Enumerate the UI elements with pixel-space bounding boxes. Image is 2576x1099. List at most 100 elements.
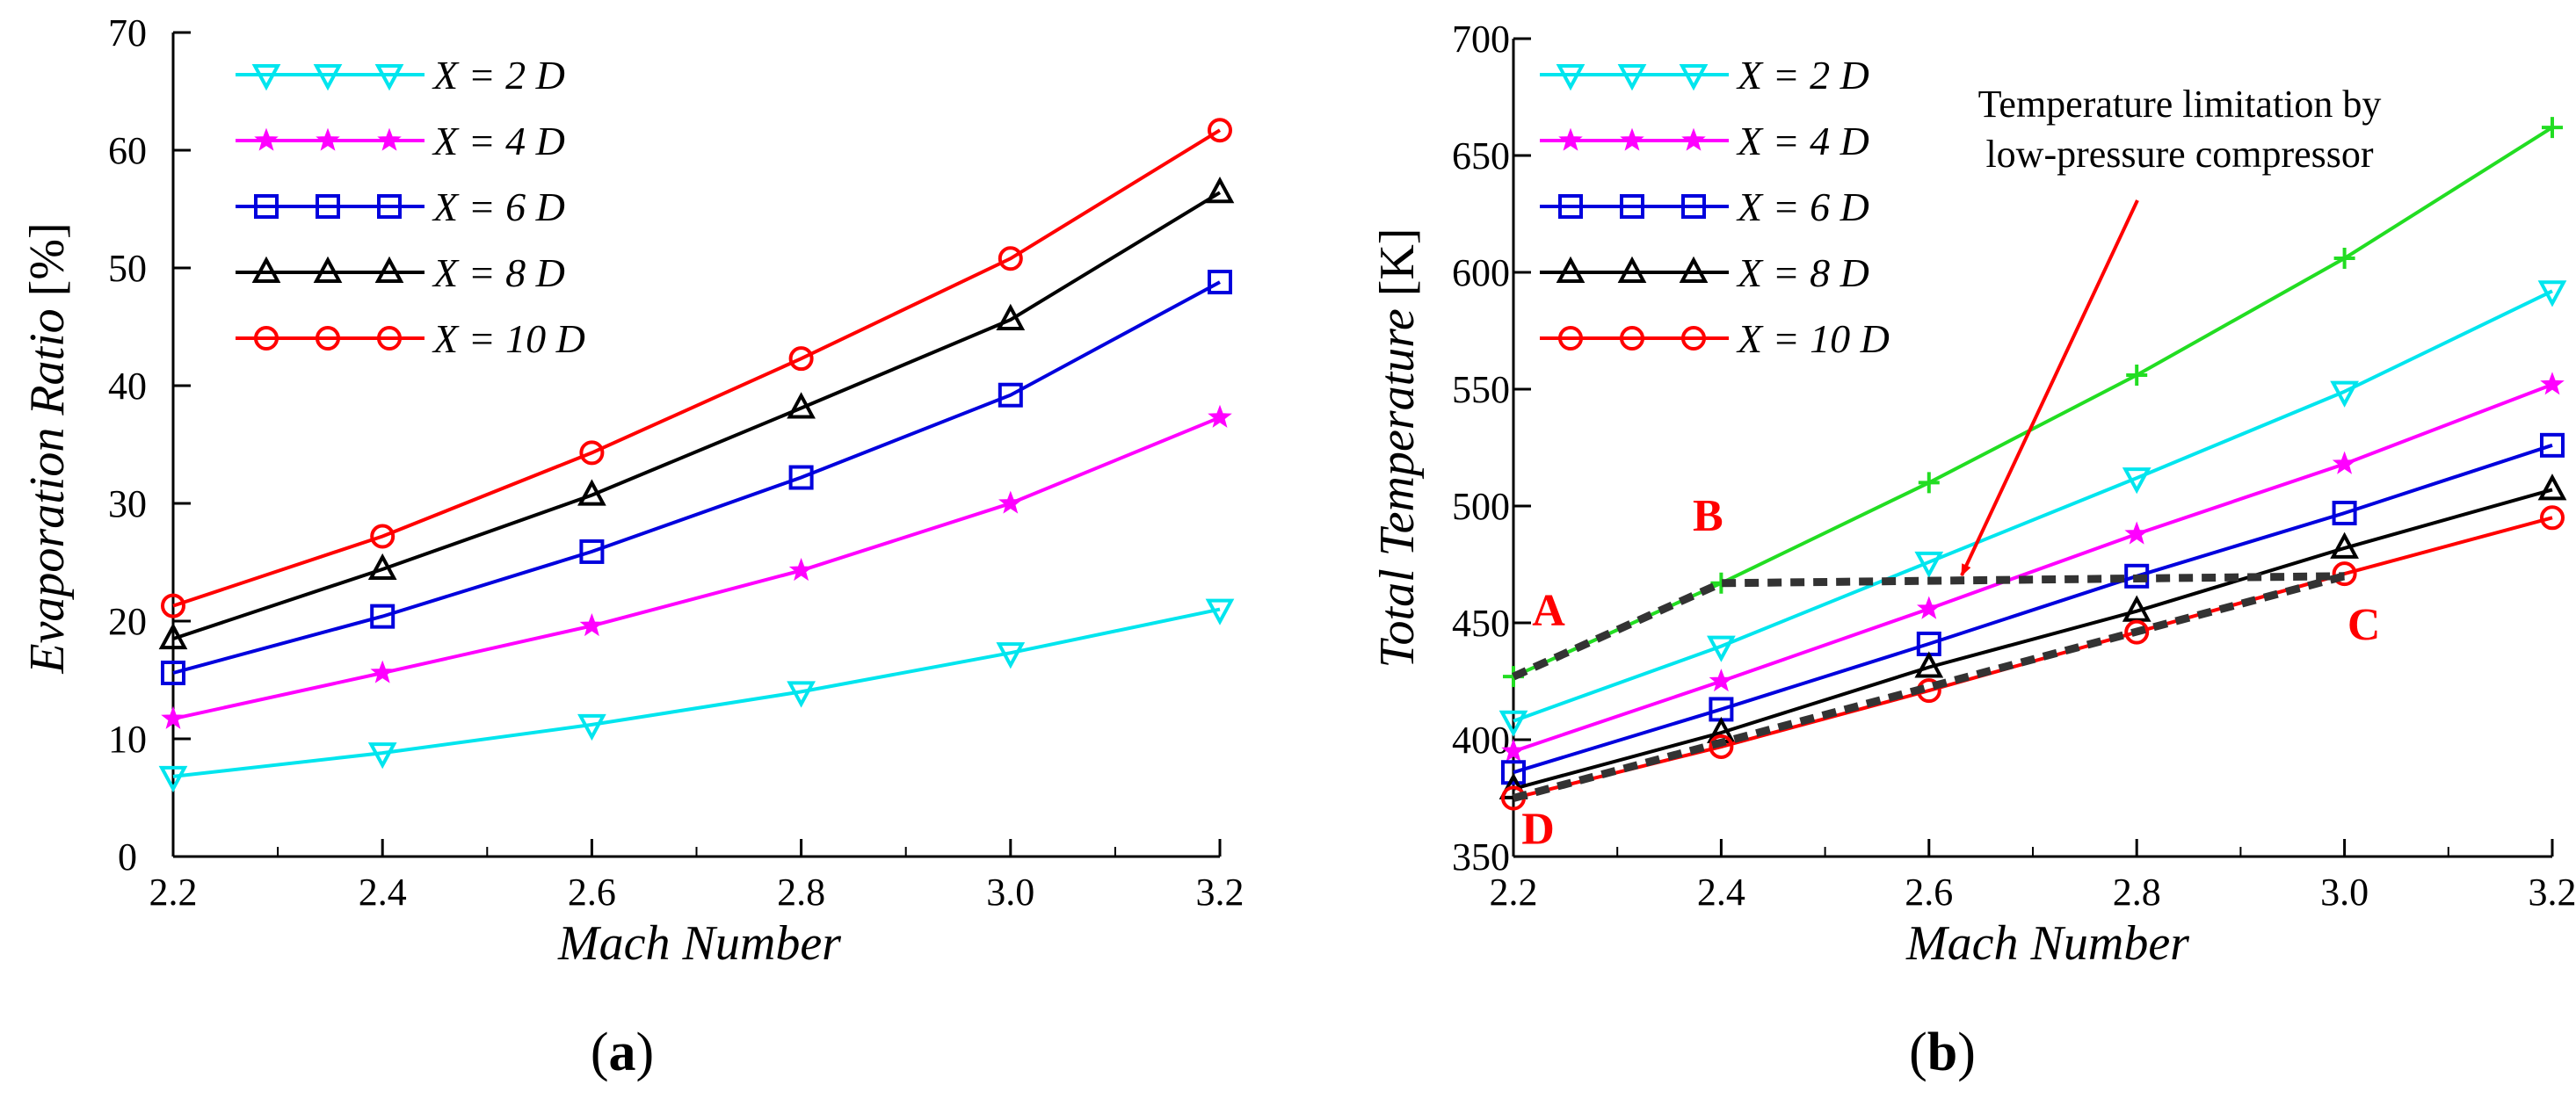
panel-a-series <box>158 118 1235 793</box>
panel-a-label: (a) <box>591 1023 654 1082</box>
y-tick-label: 600 <box>1452 251 1510 294</box>
data-point <box>1709 734 1734 759</box>
data-point <box>158 765 188 793</box>
y-tick-label: 550 <box>1452 368 1510 411</box>
data-point <box>579 612 605 637</box>
series-line-x=6d <box>172 280 1221 675</box>
series-line-x=8d <box>172 191 1222 640</box>
legend-label: X = 2 D <box>1736 53 1869 98</box>
data-point <box>1501 738 1526 762</box>
y-tick-label: 650 <box>1452 134 1510 177</box>
data-point <box>2332 451 2357 474</box>
series-line-x=4d <box>1513 382 2553 754</box>
y-tick-label: 60 <box>108 129 147 172</box>
data-point <box>787 392 816 419</box>
x-tick-label: 2.2 <box>1490 871 1538 914</box>
data-point <box>370 604 395 629</box>
data-point <box>1914 551 1944 579</box>
data-point <box>367 742 397 770</box>
x-tick-label: 3.0 <box>2320 871 2369 914</box>
legend-label: X = 4 D <box>1736 119 1869 163</box>
data-point <box>2537 474 2567 501</box>
legend-label: X = 2 D <box>432 53 565 98</box>
panel-a-legend: X = 2 D X = 4 D X = 6 D X = 8 D X = 10 D <box>236 53 585 361</box>
x-tick-label: 2.2 <box>149 871 198 914</box>
data-point <box>1501 760 1526 785</box>
boundary-point-label: B <box>1693 491 1723 541</box>
data-point <box>787 681 816 708</box>
data-point <box>1707 635 1736 662</box>
data-point <box>2540 505 2565 531</box>
panel-a-axes: 2.2 2.4 2.6 2.8 3.0 3.2 0 10 20 30 40 50 60 70 <box>108 11 1244 914</box>
legend-marker <box>1681 127 1706 151</box>
y-tick-label: 700 <box>1452 18 1510 61</box>
legend-marker <box>1620 194 1644 219</box>
data-point <box>998 246 1023 271</box>
x-tick-label: 3.2 <box>1196 871 1244 914</box>
legend-marker <box>254 326 279 351</box>
x-tick-label: 2.6 <box>568 871 616 914</box>
y-tick-label: 0 <box>118 835 137 878</box>
data-point <box>2122 467 2152 495</box>
series-line-x=2d <box>172 607 1221 778</box>
data-point <box>1918 472 1940 494</box>
data-point <box>1914 651 1944 678</box>
data-point <box>1917 596 1941 619</box>
data-point <box>367 553 397 581</box>
x-tick-label: 3.0 <box>986 871 1034 914</box>
legend-marker <box>1679 64 1709 91</box>
legend-marker <box>1556 64 1586 91</box>
data-point <box>161 593 185 618</box>
data-point <box>158 622 188 650</box>
y-tick-label: 70 <box>108 11 147 54</box>
legend-marker <box>254 194 279 219</box>
legend-marker <box>1681 194 1706 219</box>
series-line-x=4d <box>172 416 1221 721</box>
data-point <box>1205 177 1235 204</box>
data-point <box>998 490 1023 514</box>
legend-label: X = 8 D <box>432 250 565 295</box>
data-point <box>2330 531 2359 559</box>
legend-marker <box>1617 256 1647 283</box>
panel-a-chart: 2.2 2.4 2.6 2.8 3.0 3.2 0 10 20 30 40 50 60 70 X = 2 … <box>20 11 1244 1082</box>
data-point <box>2333 248 2355 270</box>
data-point <box>1208 118 1232 143</box>
data-point <box>1205 598 1235 625</box>
y-tick-label: 50 <box>108 247 147 290</box>
panel-b-series <box>1498 117 2567 811</box>
data-point <box>2540 372 2565 395</box>
y-tick-label: 40 <box>108 365 147 408</box>
y-tick-label: 500 <box>1452 485 1510 528</box>
data-point <box>2124 619 2150 645</box>
series-line-x=6d <box>1513 443 2553 775</box>
data-point <box>161 705 185 729</box>
panel-b-ylabel: Total Temperature [K] <box>1370 228 1425 669</box>
data-point <box>2332 561 2357 587</box>
legend-marker <box>1556 256 1586 283</box>
x-tick-label: 3.2 <box>2529 871 2576 914</box>
data-point <box>2126 365 2148 387</box>
panel-b-chart: 2.2 2.4 2.6 2.8 3.0 3.2 350 400 450 500 550 600 650 7… <box>1370 18 2576 1082</box>
data-point <box>370 524 395 549</box>
legend-marker <box>1617 64 1647 91</box>
panel-b-xlabel: Mach Number <box>1905 916 2189 971</box>
data-point <box>1709 669 1734 692</box>
data-point <box>788 346 814 372</box>
x-tick-label: 2.4 <box>359 871 407 914</box>
legend-marker <box>316 194 340 219</box>
boundary-point-label: D <box>1521 805 1555 855</box>
data-point <box>998 382 1023 408</box>
data-point <box>2124 521 2149 545</box>
panel-b-annotation-line-2: low-pressure compressor <box>1985 133 2373 176</box>
x-tick-label: 2.8 <box>2113 871 2161 914</box>
y-tick-label: 20 <box>108 600 147 643</box>
legend-marker <box>313 256 343 283</box>
data-point <box>2542 117 2563 139</box>
legend-label: X = 6 D <box>432 184 565 229</box>
limit-boundary-upper <box>1512 572 2345 681</box>
data-point <box>579 440 605 466</box>
legend-marker <box>316 326 340 351</box>
legend-marker <box>1620 326 1644 351</box>
panel-b-limit-boundary: A B C D <box>1512 491 2380 855</box>
